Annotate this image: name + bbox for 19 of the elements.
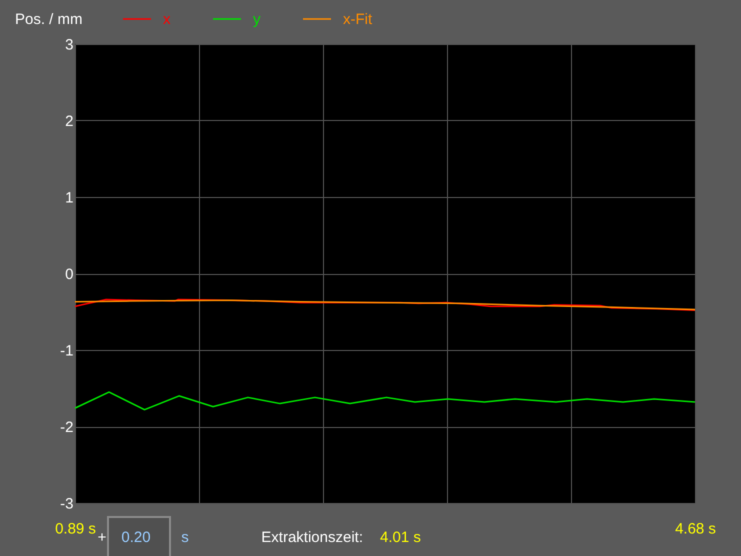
text: 0.20 [121,529,151,546]
legend-label: y [253,11,261,28]
text: s [181,529,189,546]
x-tick-label: 4.68 s [675,520,716,538]
y-tick-label: -3 [60,496,74,512]
text: + [98,529,107,546]
y-tick-label: 1 [65,190,74,206]
x-tick-label: 0.89 s [55,520,96,538]
y-axis-title: Pos. / mm [15,11,83,28]
legend-label: x [163,11,171,28]
text: Extraktionszeit: [261,529,363,546]
text: 4.01 s [380,529,421,546]
y-tick-label: 0 [65,266,74,283]
y-tick-label: -2 [60,419,74,436]
y-tick-label: 2 [65,113,74,130]
y-tick-label: 3 [65,36,74,54]
line-series [75,391,695,410]
y-tick-label: -1 [60,342,74,360]
legend-label: x-Fit [343,11,373,28]
